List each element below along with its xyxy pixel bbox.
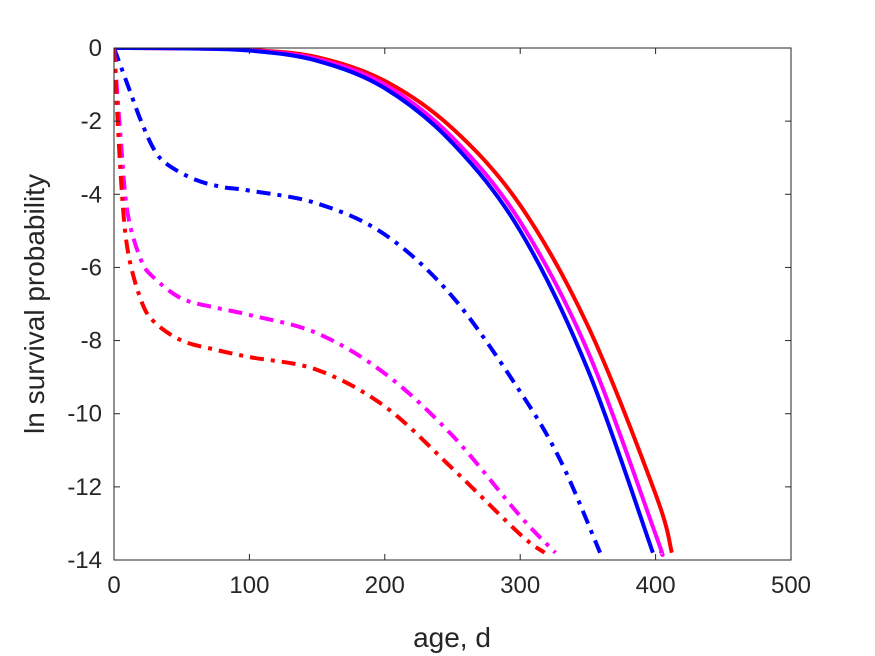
series-layer (114, 48, 674, 557)
y-tick-label: -8 (81, 328, 102, 355)
plot-area (114, 48, 791, 560)
x-tick-label: 100 (229, 572, 269, 599)
series-line-6 (114, 48, 546, 555)
y-tick-label: -2 (81, 108, 102, 135)
x-tick-label: 0 (107, 572, 120, 599)
series-line-3 (114, 48, 655, 554)
series-line-5 (114, 48, 557, 555)
y-tick-label: -4 (81, 181, 102, 208)
x-tick-label: 300 (500, 572, 540, 599)
series-line-4 (114, 48, 602, 554)
y-axis-label: ln survival probability (19, 174, 50, 434)
plot-frame (113, 47, 792, 561)
y-tick-label: -12 (67, 474, 102, 501)
y-tick-label: -14 (67, 547, 102, 574)
y-tick-label: -10 (67, 401, 102, 428)
x-axis-label: age, d (413, 622, 491, 653)
y-tick-label: 0 (89, 35, 102, 62)
x-tick-label: 200 (365, 572, 405, 599)
x-tick-label: 500 (771, 572, 811, 599)
x-tick-label: 400 (636, 572, 676, 599)
tick-layer: 0 100 200 300 400 500 0 -2 -4 -6 -8 -10 -12 -14 (67, 35, 811, 599)
y-tick-label: -6 (81, 254, 102, 281)
